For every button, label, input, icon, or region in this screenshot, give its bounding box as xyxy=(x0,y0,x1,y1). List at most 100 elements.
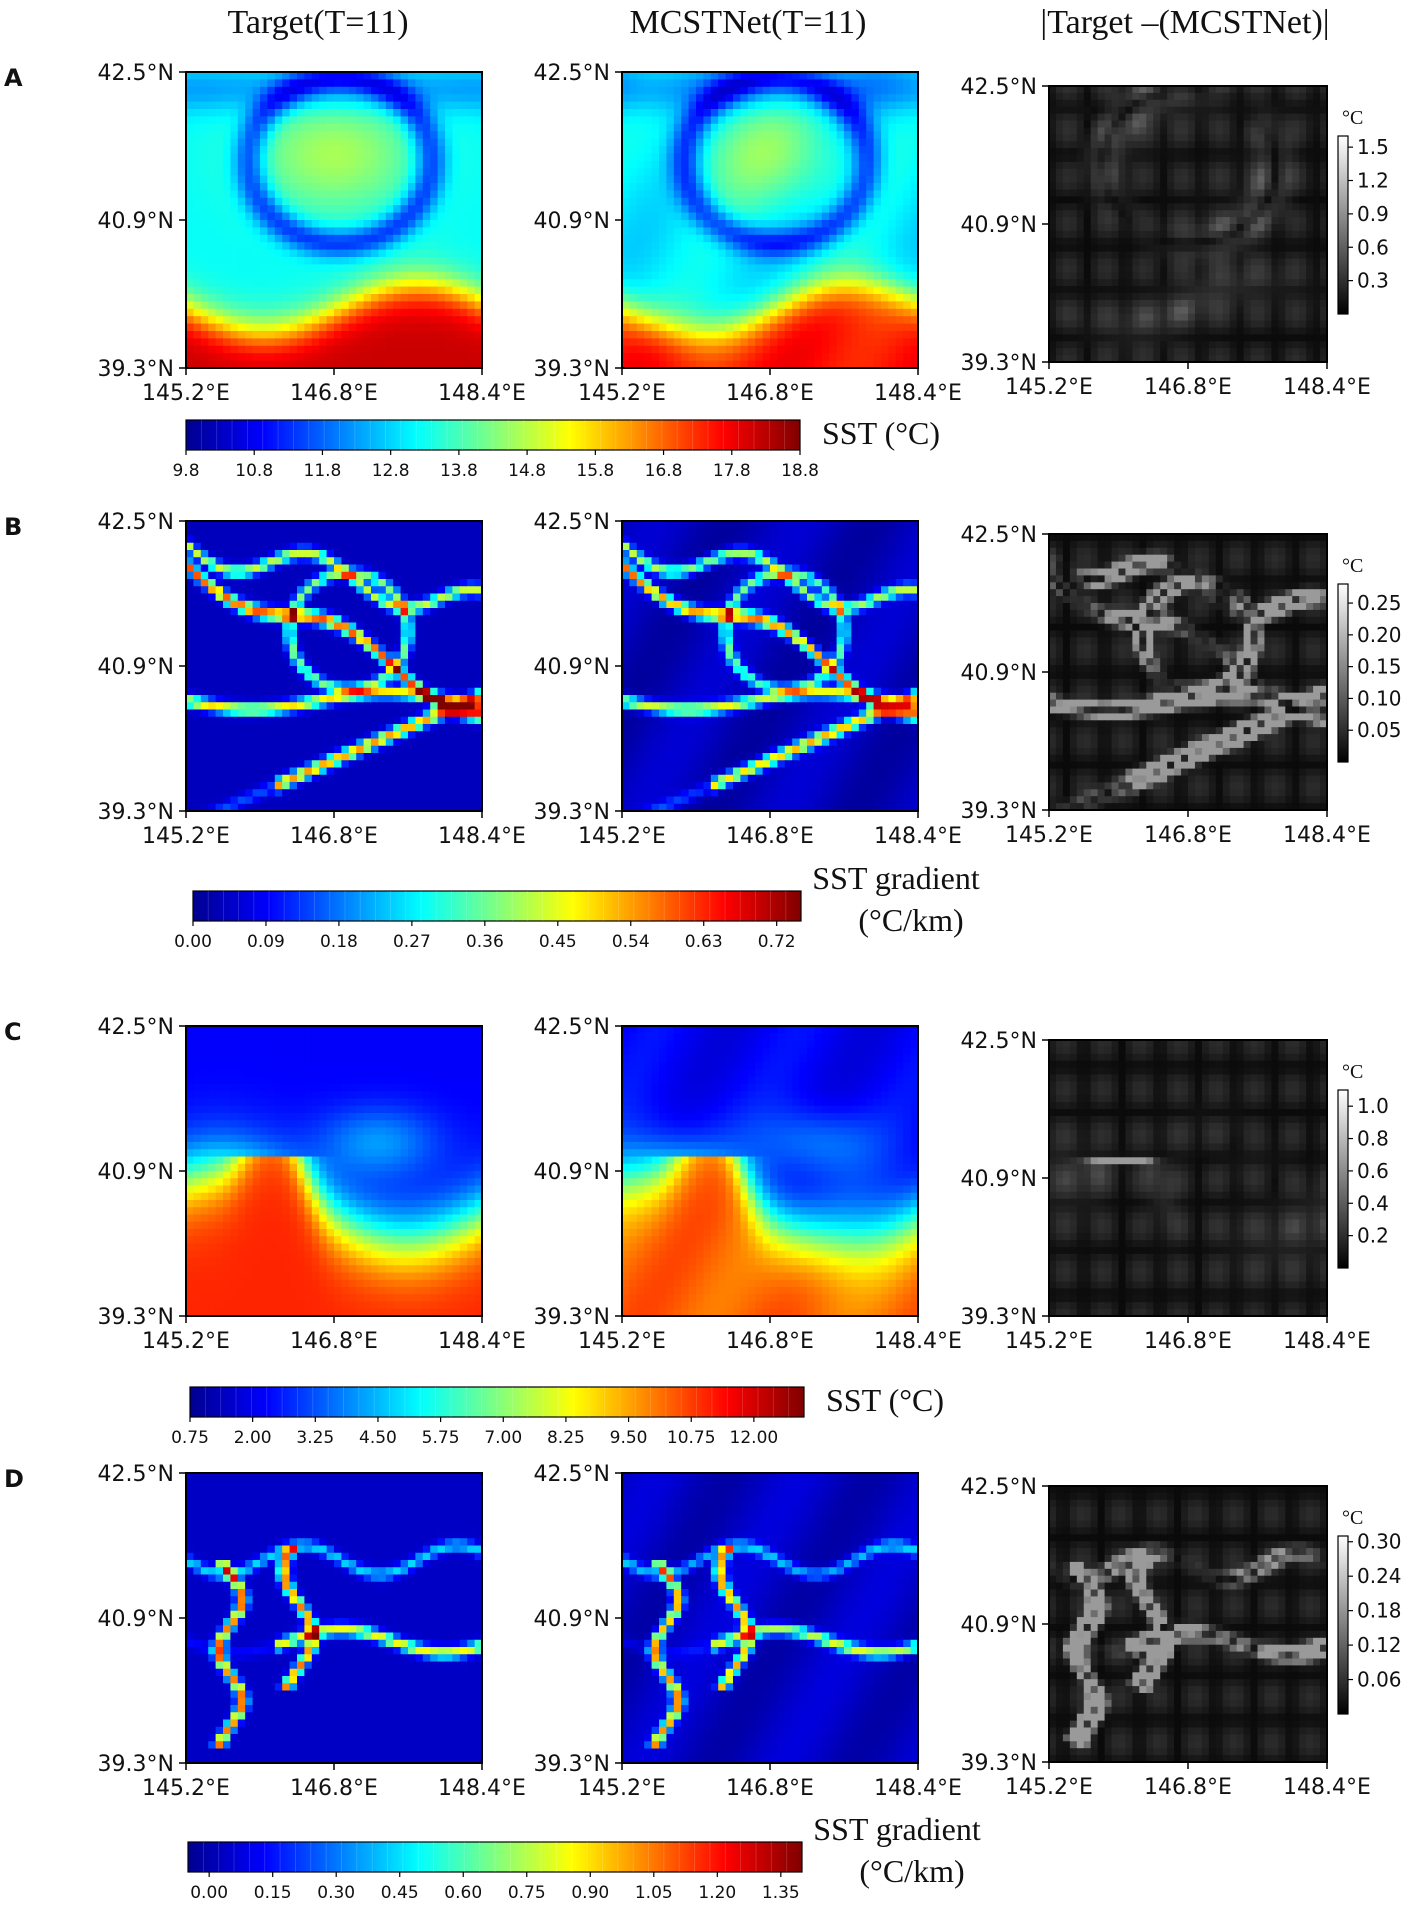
diff-colorbar-tick-label: 0.10 xyxy=(1357,686,1402,710)
lat-tick-label: 39.3°N xyxy=(534,357,610,382)
diff-colorbar-tick-label: 1.5 xyxy=(1357,135,1389,159)
colorbar-tick-label: 10.75 xyxy=(667,1428,716,1448)
lon-tick-label: 145.2°E xyxy=(1005,1329,1093,1354)
diff-colorbar-tick-label: 0.20 xyxy=(1357,623,1402,647)
lon-tick-label: 148.4°E xyxy=(1283,823,1371,848)
diff-colorbar-tick-label: 0.8 xyxy=(1357,1127,1389,1151)
diff-colorbar-unit: °C xyxy=(1342,107,1363,129)
lon-tick-label: 148.4°E xyxy=(1283,1329,1371,1354)
lat-tick-label: 40.9°N xyxy=(961,213,1037,238)
colorbar-tick-label: 0.00 xyxy=(174,932,212,952)
lon-tick-label: 146.8°E xyxy=(1144,823,1232,848)
sst-colorbar xyxy=(187,1841,803,1873)
diff-colorbar-tick-label: 0.25 xyxy=(1357,591,1402,615)
lat-tick-label: 40.9°N xyxy=(961,661,1037,686)
diff-colorbar-tick-label: 0.18 xyxy=(1357,1599,1402,1623)
lon-tick-label: 148.4°E xyxy=(874,1776,962,1801)
lon-tick-label: 148.4°E xyxy=(438,1329,526,1354)
lon-tick-label: 146.8°E xyxy=(290,1329,378,1354)
colorbar-tick-label: 0.45 xyxy=(381,1883,419,1903)
lon-tick-label: 146.8°E xyxy=(726,1329,814,1354)
colorbar-tick-label: 0.15 xyxy=(254,1883,292,1903)
lon-tick-label: 148.4°E xyxy=(874,1329,962,1354)
lon-tick-label: 146.8°E xyxy=(726,824,814,849)
colorbar-tick-label: 0.18 xyxy=(320,932,358,952)
colorbar-tick-label: 15.8 xyxy=(576,461,614,481)
colorbar-tick-label: 12.8 xyxy=(372,461,410,481)
colorbar-tick-label: 0.30 xyxy=(317,1883,355,1903)
lat-tick-label: 39.3°N xyxy=(534,1305,610,1330)
sst-colorbar xyxy=(185,419,801,451)
lon-tick-label: 145.2°E xyxy=(1005,823,1093,848)
colorbar-tick-label: 0.75 xyxy=(508,1883,546,1903)
lon-tick-label: 148.4°E xyxy=(874,824,962,849)
colorbar-tick-label: 14.8 xyxy=(508,461,546,481)
lat-tick-label: 39.3°N xyxy=(961,1305,1037,1330)
colorbar-tick-label: 0.72 xyxy=(758,932,796,952)
diff-colorbar-tick-label: 0.15 xyxy=(1357,655,1402,679)
colorbar-tick-label: 8.25 xyxy=(547,1428,585,1448)
colorbar-tick-label: 7.00 xyxy=(484,1428,522,1448)
colorbar-tick-label: 0.90 xyxy=(571,1883,609,1903)
lat-tick-label: 39.3°N xyxy=(534,800,610,825)
colorbar-tick-label: 13.8 xyxy=(440,461,478,481)
diff-colorbar-tick-label: 0.06 xyxy=(1357,1668,1402,1692)
diff-colorbar-unit: °C xyxy=(1342,1061,1363,1083)
colorbar-tick-label: 0.60 xyxy=(444,1883,482,1903)
lat-tick-label: 39.3°N xyxy=(961,799,1037,824)
lon-tick-label: 146.8°E xyxy=(1144,375,1232,400)
colorbar-tick-label: 0.75 xyxy=(171,1428,209,1448)
lon-tick-label: 145.2°E xyxy=(142,381,230,406)
lat-tick-label: 42.5°N xyxy=(961,523,1037,548)
lat-tick-label: 39.3°N xyxy=(961,1751,1037,1776)
colorbar-tick-label: 1.20 xyxy=(698,1883,736,1903)
lon-tick-label: 146.8°E xyxy=(1144,1329,1232,1354)
lat-tick-label: 42.5°N xyxy=(961,1029,1037,1054)
lat-tick-label: 42.5°N xyxy=(961,75,1037,100)
sst-colorbar xyxy=(192,890,802,922)
lon-tick-label: 145.2°E xyxy=(142,1776,230,1801)
lon-tick-label: 146.8°E xyxy=(726,381,814,406)
lon-tick-label: 145.2°E xyxy=(578,1776,666,1801)
lat-tick-label: 40.9°N xyxy=(961,1167,1037,1192)
lon-tick-label: 145.2°E xyxy=(1005,375,1093,400)
colorbar-label: (°C/km) xyxy=(859,1853,964,1889)
colorbar-tick-label: 4.50 xyxy=(359,1428,397,1448)
colorbar-tick-label: 0.27 xyxy=(393,932,431,952)
diff-colorbar-tick-label: 1.0 xyxy=(1357,1094,1389,1118)
colorbar-label: (°C/km) xyxy=(858,902,963,938)
lat-tick-label: 42.5°N xyxy=(534,1015,610,1040)
diff-colorbar-tick-label: 1.2 xyxy=(1357,169,1389,193)
col-title-target: Target(T=11) xyxy=(227,4,408,41)
col-title-difference: |Target –(MCSTNet)| xyxy=(1040,4,1329,41)
lon-tick-label: 148.4°E xyxy=(1283,1775,1371,1800)
diff-colorbar-tick-label: 0.12 xyxy=(1357,1633,1402,1657)
lat-tick-label: 40.9°N xyxy=(534,209,610,234)
lat-tick-label: 39.3°N xyxy=(98,1752,174,1777)
colorbar-tick-label: 11.8 xyxy=(304,461,342,481)
colorbar-tick-label: 0.09 xyxy=(247,932,285,952)
colorbar-tick-label: 0.00 xyxy=(190,1883,228,1903)
diff-colorbar xyxy=(1337,135,1349,315)
panel-letter: D xyxy=(4,1465,24,1493)
colorbar-tick-label: 5.75 xyxy=(422,1428,460,1448)
lat-tick-label: 42.5°N xyxy=(98,1462,174,1487)
lat-tick-label: 42.5°N xyxy=(98,510,174,535)
lat-tick-label: 40.9°N xyxy=(534,1160,610,1185)
lon-tick-label: 148.4°E xyxy=(438,824,526,849)
panel-letter: A xyxy=(4,64,23,92)
lat-tick-label: 39.3°N xyxy=(98,800,174,825)
lat-tick-label: 39.3°N xyxy=(961,351,1037,376)
colorbar-tick-label: 3.25 xyxy=(296,1428,334,1448)
